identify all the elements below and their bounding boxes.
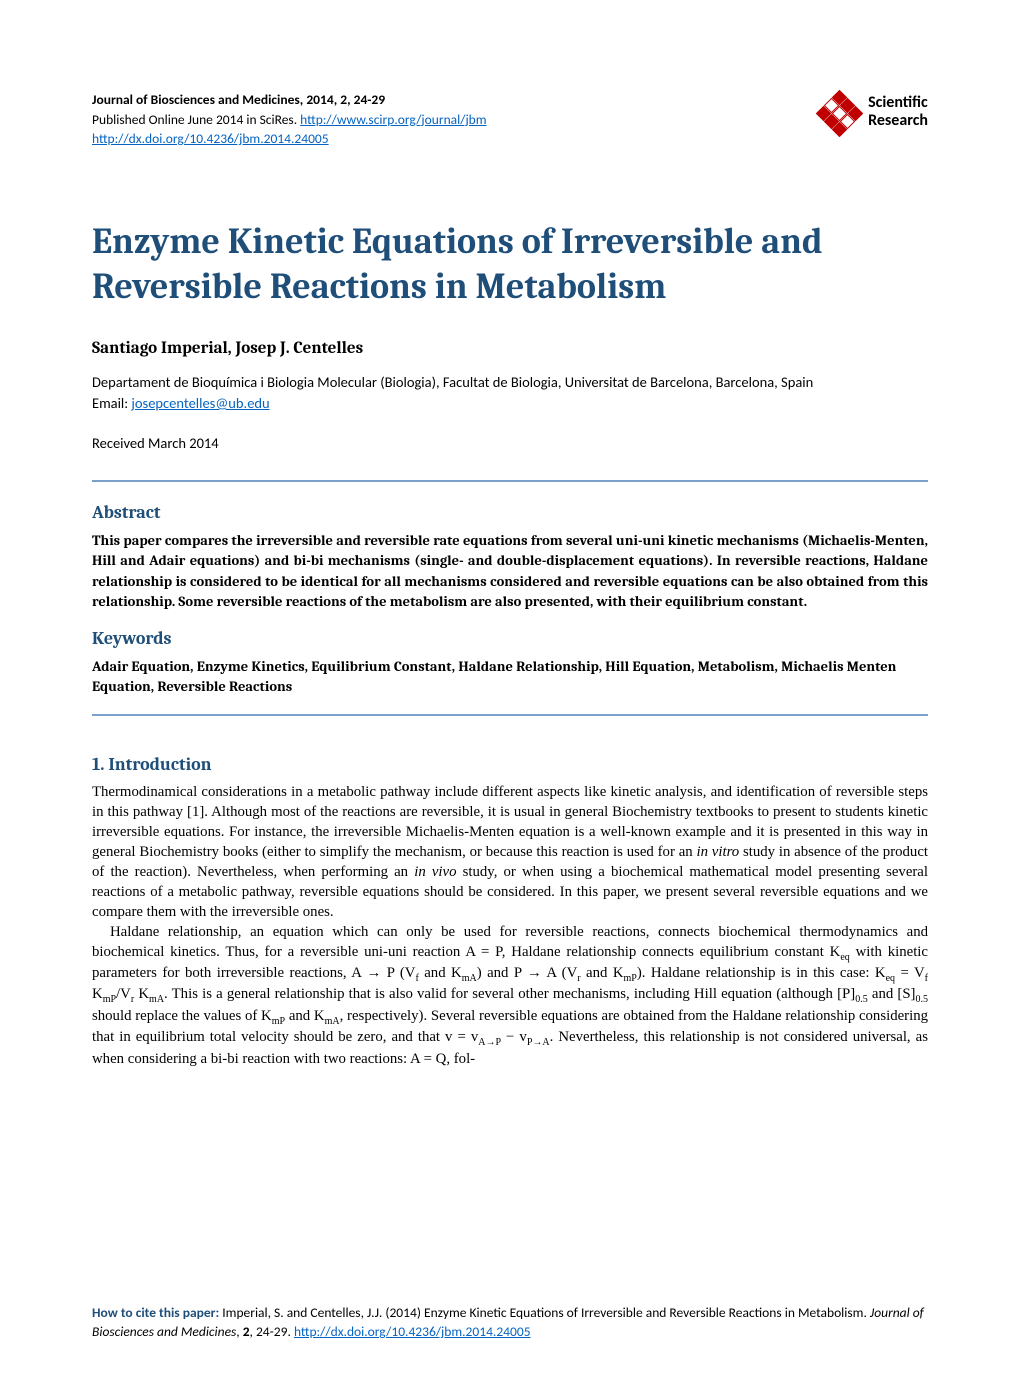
para-1: Thermodinamical considerations in a meta… (92, 783, 928, 923)
introduction-body: Thermodinamical considerations in a meta… (92, 783, 928, 1070)
email-line: Email: josepcentelles@ub.edu (92, 394, 928, 412)
doi-link[interactable]: http://dx.doi.org/10.4236/jbm.2014.24005 (92, 130, 329, 147)
para-2: Haldane relationship, an equation which … (92, 923, 928, 1070)
citation-footer: How to cite this paper: Imperial, S. and… (92, 1304, 928, 1342)
journal-info: Journal of Biosciences and Medicines, 20… (92, 90, 487, 149)
page-header: Journal of Biosciences and Medicines, 20… (92, 90, 928, 149)
divider-rule (92, 480, 928, 482)
article-title: Enzyme Kinetic Equations of Irreversible… (92, 219, 928, 309)
logo-icon (818, 90, 862, 134)
abstract-text: This paper compares the irreversible and… (92, 531, 928, 612)
logo-text: Scientific Research (868, 94, 928, 129)
how-to-cite-label: How to cite this paper: (92, 1304, 219, 1321)
keywords-text: Adair Equation, Enzyme Kinetics, Equilib… (92, 657, 928, 698)
affiliation: Departament de Bioquímica i Biologia Mol… (92, 372, 928, 392)
introduction-heading: 1. Introduction (92, 754, 928, 775)
journal-line: Journal of Biosciences and Medicines, 20… (92, 90, 487, 110)
received-date: Received March 2014 (92, 434, 928, 452)
keywords-heading: Keywords (92, 628, 928, 649)
doi-line: http://dx.doi.org/10.4236/jbm.2014.24005 (92, 129, 487, 149)
divider-rule-bottom (92, 714, 928, 716)
footer-doi-link[interactable]: http://dx.doi.org/10.4236/jbm.2014.24005 (294, 1323, 531, 1340)
abstract-heading: Abstract (92, 502, 928, 523)
published-line: Published Online June 2014 in SciRes. ht… (92, 110, 487, 130)
journal-url-link[interactable]: http://www.scirp.org/journal/jbm (300, 111, 486, 128)
email-link[interactable]: josepcentelles@ub.edu (131, 394, 269, 412)
authors: Santiago Imperial, Josep J. Centelles (92, 339, 928, 358)
publisher-logo: Scientific Research (818, 90, 928, 134)
